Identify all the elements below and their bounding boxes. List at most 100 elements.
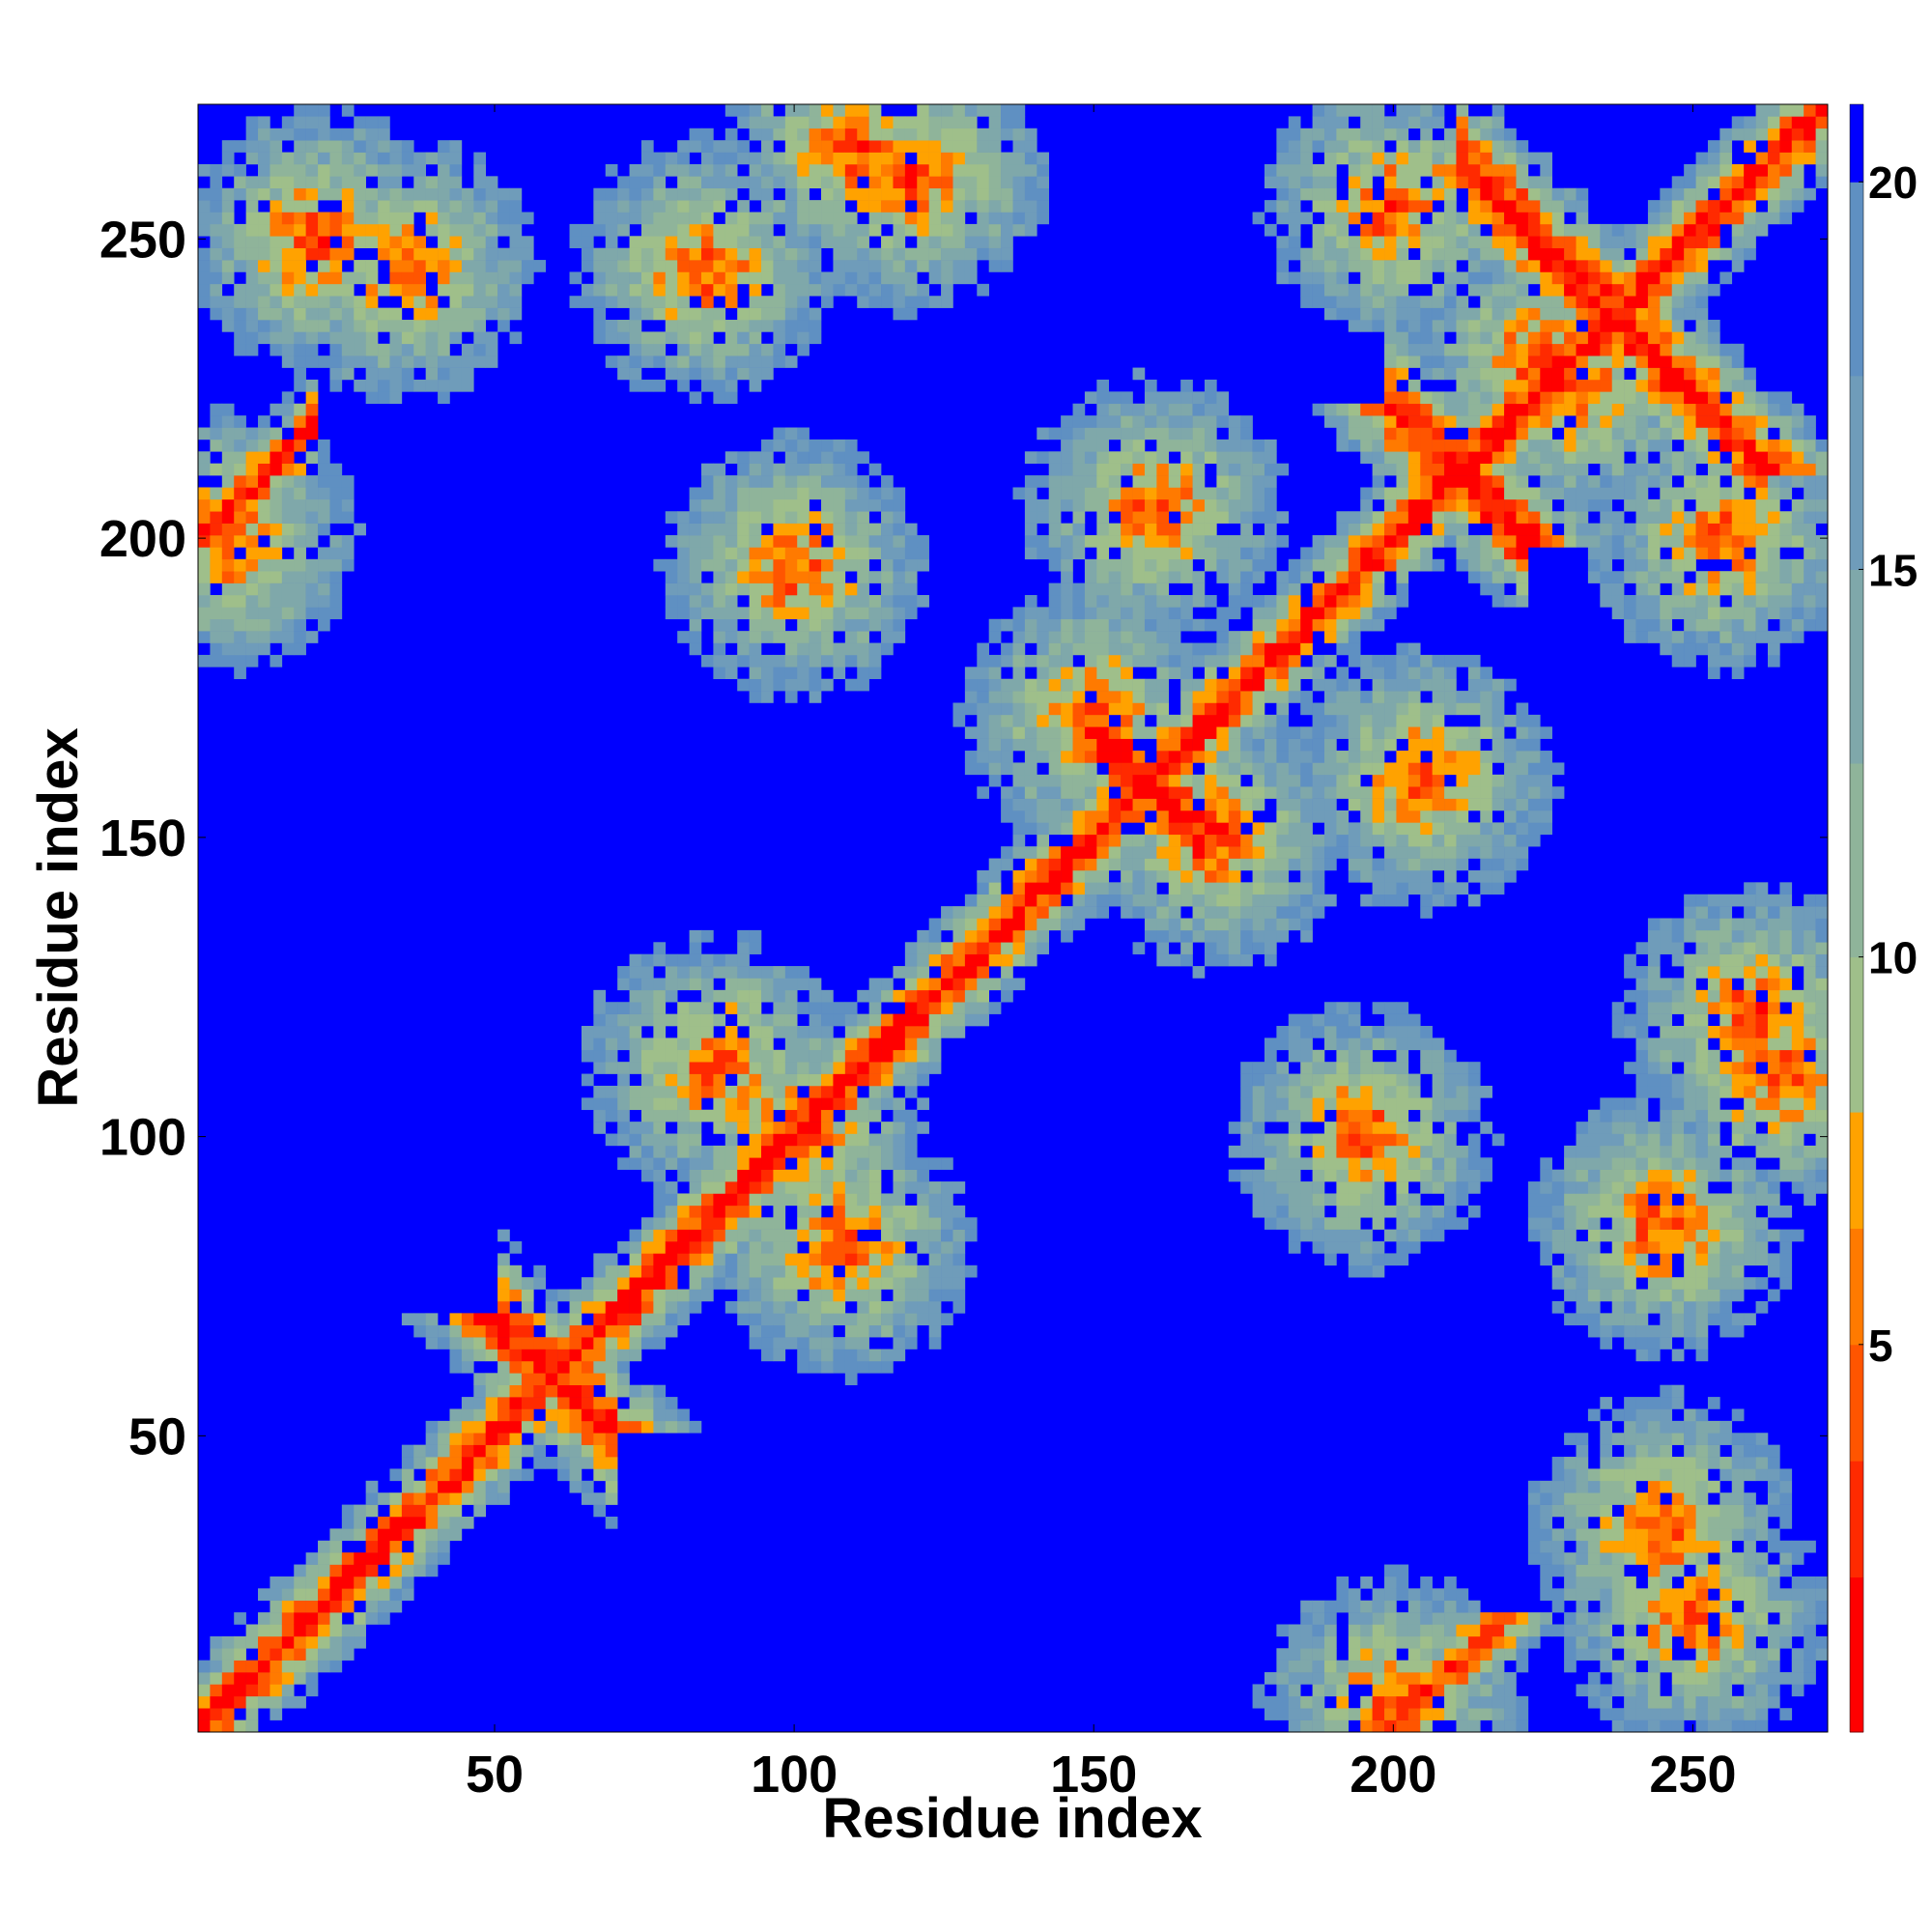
heatmap-cell (1240, 906, 1253, 919)
heatmap-cell (737, 1013, 750, 1027)
heatmap-cell (809, 547, 822, 560)
heatmap-cell (449, 1468, 463, 1482)
heatmap-cell (305, 271, 319, 285)
heatmap-cell (868, 1253, 882, 1266)
heatmap-cell (318, 547, 330, 560)
heatmap-cell (198, 212, 211, 225)
heatmap-cell (1096, 631, 1110, 643)
heatmap-cell (988, 691, 1002, 703)
heatmap-cell (1061, 451, 1073, 464)
heatmap-cell (1360, 858, 1373, 871)
heatmap-cell (677, 1169, 690, 1182)
heatmap-cell (281, 571, 295, 583)
heatmap-cell (653, 212, 667, 225)
heatmap-cell (413, 247, 426, 261)
heatmap-cell (1108, 607, 1122, 620)
heatmap-cell (425, 247, 439, 261)
heatmap-cell (809, 1217, 822, 1230)
heatmap-cell (988, 128, 1002, 141)
heatmap-cell (1156, 463, 1170, 476)
heatmap-cell (605, 1373, 618, 1385)
heatmap-cell (1240, 786, 1253, 799)
heatmap-cell (724, 631, 738, 643)
heatmap-cell (1037, 846, 1050, 859)
heatmap-cell (773, 1026, 786, 1038)
heatmap-cell (844, 1349, 858, 1362)
heatmap-cell (737, 331, 750, 345)
heatmap-cell (1336, 810, 1350, 823)
heatmap-cell (461, 307, 474, 321)
heatmap-cell (245, 427, 259, 440)
heatmap-cell (1061, 607, 1073, 620)
heatmap-cell (797, 1145, 810, 1158)
heatmap-cell (784, 1313, 798, 1326)
heatmap-cell (1108, 726, 1122, 739)
heatmap-cell (1372, 116, 1385, 129)
heatmap-cell (461, 247, 474, 261)
heatmap-cell (988, 631, 1002, 643)
heatmap-cell (773, 260, 786, 272)
heatmap-cell (365, 163, 379, 177)
heatmap-cell (1216, 726, 1230, 739)
heatmap-cell (210, 1672, 223, 1685)
heatmap-cell (700, 558, 714, 572)
heatmap-cell (1300, 1013, 1313, 1027)
heatmap-cell (1336, 1097, 1350, 1111)
heatmap-cell (928, 176, 942, 189)
heatmap-cell (904, 176, 918, 189)
heatmap-cell (617, 283, 630, 297)
heatmap-cell (318, 607, 330, 620)
heatmap-cell (1072, 858, 1086, 871)
heatmap-cell (868, 978, 882, 991)
heatmap-cell (689, 1062, 702, 1074)
heatmap-cell (700, 475, 714, 488)
heatmap-cell (1096, 642, 1110, 656)
heatmap-cell (653, 1085, 667, 1098)
heatmap-cell (724, 989, 738, 1003)
heatmap-cell (1216, 858, 1230, 871)
heatmap-cell (797, 271, 810, 285)
heatmap-cell (1037, 942, 1050, 954)
heatmap-cell (797, 140, 810, 153)
heatmap-cell (1024, 535, 1037, 548)
heatmap-cell (1348, 1109, 1361, 1122)
heatmap-cell (281, 236, 295, 248)
heatmap-cell (1144, 654, 1157, 668)
heatmap-cell (1061, 858, 1073, 871)
heatmap-cell (821, 212, 834, 225)
heatmap-cell (917, 953, 929, 967)
heatmap-cell (1132, 618, 1146, 632)
heatmap-cell (365, 1600, 379, 1613)
heatmap-cell (881, 594, 894, 608)
heatmap-cell (761, 558, 774, 572)
heatmap-cell (941, 1229, 953, 1242)
heatmap-cell (1072, 451, 1086, 464)
heatmap-cell (821, 1324, 834, 1338)
heatmap-cell (893, 163, 906, 177)
heatmap-cell (653, 1205, 667, 1218)
heatmap-cell (689, 953, 702, 967)
heatmap-cell (533, 260, 547, 272)
heatmap-cell (1192, 475, 1206, 488)
heatmap-cell (1084, 894, 1097, 907)
heatmap-cell (677, 1205, 690, 1218)
heatmap-cell (1001, 798, 1013, 811)
heatmap-cell (988, 726, 1002, 739)
heatmap-cell (318, 1660, 330, 1673)
heatmap-cell (821, 1193, 834, 1207)
heatmap-cell (365, 223, 379, 237)
heatmap-cell (977, 786, 989, 799)
heatmap-cell (1288, 152, 1301, 165)
heatmap-cell (761, 1013, 774, 1027)
heatmap-cell (509, 1289, 523, 1302)
heatmap-cell (258, 187, 270, 201)
heatmap-cell (713, 618, 726, 632)
heatmap-cell (917, 547, 929, 560)
heatmap-cell (1048, 642, 1062, 656)
heatmap-cell (1407, 846, 1421, 859)
heatmap-cell (1360, 247, 1373, 261)
heatmap-cell (665, 1193, 678, 1207)
heatmap-cell (1216, 846, 1230, 859)
heatmap-cell (749, 128, 762, 141)
heatmap-cell (1037, 187, 1050, 201)
